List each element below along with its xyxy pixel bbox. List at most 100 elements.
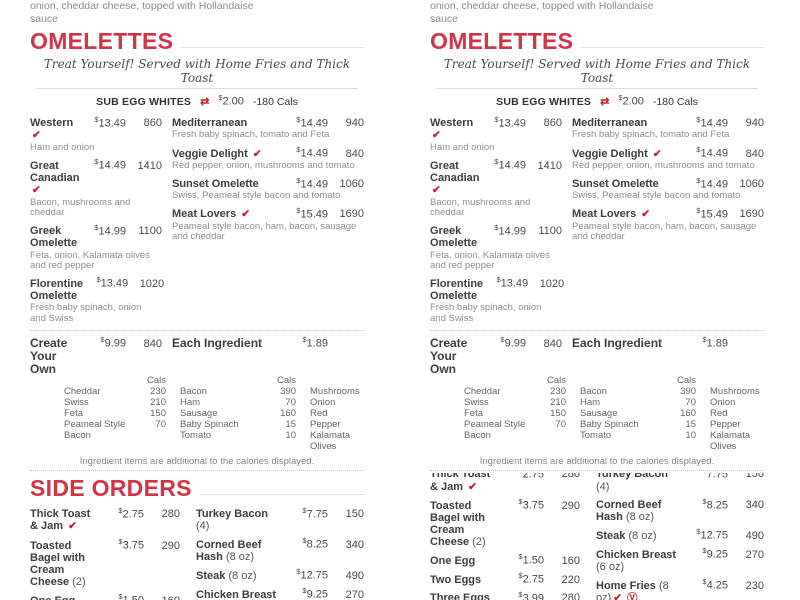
section-heading-omelettes: OMELETTES [30,30,364,53]
item-description: Ham and onion [430,141,495,153]
omelettes-items: Western ✔ $13.49 860 Ham and onion Great… [30,115,364,328]
item-name: Great Canadian ✔ [30,160,80,197]
menu-item: Turkey Bacon (4) $7.75 150 [596,473,764,493]
ingredient-calories: 390 [680,386,696,398]
dollar-sign: $ [94,114,99,124]
item-qty: (2) [472,536,486,549]
dollar-sign: $ [302,586,307,596]
dollar-sign: $ [518,570,523,580]
ingredient-name: Peameal Style Bacon [464,419,526,441]
dollar-sign: $ [696,205,701,215]
ingredient-name: Tomato [580,429,612,441]
item-name: One Egg [430,554,476,567]
menu-page: onion, cheddar cheese, topped with Holla… [430,0,764,600]
menu-item: Veggie Delight ✔ $14.49 840 Red pepper, … [172,145,364,172]
ingredient-name: Ham [580,397,601,409]
menu-item: Sunset Omelette $14.49 1060 Swiss, Peame… [172,176,364,202]
ingredient-row: Ham 70 [180,397,296,409]
item-calories: 1020 [539,278,565,291]
ingredient-calories: 210 [550,397,566,409]
ingredient-column: Cals Cheddar 230 Swiss 210 Feta 150 Peam… [64,375,166,452]
item-name: Three Eggs [430,592,490,600]
item-name: One Egg [30,595,102,600]
sub-egg-whites-label: SUB EGG WHITES [496,95,592,108]
item-calories: 1060 [739,178,764,191]
item-name: Steak (8 oz) [196,569,257,582]
check-veg-icons: ✔ [432,184,442,197]
ingredient-name: Bacon [180,386,207,398]
ingredient-row: Baby Spinach 15 [580,419,696,431]
item-price: $14.49 [696,114,728,130]
item-price: $2.75 [502,473,544,481]
item-price: $13.49 [96,275,129,291]
ingredient-name: Feta [464,408,484,420]
check-veg-icons: ✔ [32,184,42,197]
sub-egg-whites-note: SUB EGG WHITES ⇄ $2.00 -180 Cals [30,93,364,108]
item-calories: 150 [745,472,764,481]
menu-item: Three Eggs $3.99 280 [430,590,580,600]
dollar-sign: $ [518,552,523,562]
ingredient-row: Ham 70 [580,397,696,409]
ingredient-name: Mushrooms [710,386,760,398]
item-name: Chicken Breast (6 oz) [596,548,677,573]
ingredient-row: Kalamata Olives 130 [710,430,764,453]
calorie-note: -180 Cals [252,95,298,108]
ingredient-calories: 150 [150,408,166,420]
ingredient-row: Red Pepper 20 [710,408,764,431]
ingredient-table: Cals Cheddar 230 Swiss 210 Feta 150 Peam… [30,375,364,452]
ingredient-calories: 20 [760,409,764,431]
item-price: $13.49 [94,114,126,130]
cals-header: Cals [276,375,296,387]
side-orders-items: Thick Toast & Jam ✔ $2.75 280 Toasted Ba… [30,506,364,600]
ingredient-row: Sausage 160 [580,408,696,420]
menu-item: Western ✔ $13.49 860 Ham and onion [30,115,162,154]
check-veg-icons: ✔ [32,129,42,142]
item-calories: 1100 [138,225,162,238]
item-qty: (8 oz) [628,530,657,543]
menu-item: Thick Toast & Jam ✔ $2.75 280 [30,506,180,533]
item-price: $14.49 [296,175,328,191]
ingredient-name: Bacon [580,386,607,398]
clipped-item-description: onion, cheddar cheese, topped with Holla… [430,0,654,25]
dollar-sign: $ [302,536,307,546]
ingredient-calories: 70 [155,419,166,431]
check-veg-icons: ✔ [241,208,252,221]
create-your-own-section: Create Your Own $9.99 840 Each Ingredien… [430,330,764,471]
dollar-sign: $ [94,222,99,232]
cals-header: Cals [546,375,566,387]
item-description: Fresh baby spinach, tomato and Feta [172,129,330,141]
dollar-sign: $ [702,473,706,475]
item-name: Home Fries (8 oz) ✔ Ⓥ [596,580,686,600]
ingredient-calories: 160 [680,408,696,420]
ingredient-row: Tomato 10 [180,430,296,442]
dollar-sign: $ [518,589,523,599]
item-price: $12.75 [296,567,328,582]
item-name: Meat Lovers ✔ [572,208,652,221]
dollar-sign: $ [702,546,707,556]
ingredient-column: Cals Bacon 390 Ham 70 Sausage 160 Baby S… [180,375,296,452]
dollar-sign: $ [494,114,499,124]
dollar-sign: $ [696,144,701,154]
item-qty: (4) [596,480,610,493]
menu-item: Steak (8 oz) $12.75 490 [596,527,764,542]
item-price: $7.75 [302,505,328,521]
item-price: $14.49 [696,144,728,160]
item-calories: 280 [161,508,180,521]
ingredient-row: Onion 20 [310,397,364,409]
ingredient-calories: 20 [360,409,364,431]
item-description: Ham and onion [30,141,95,153]
menu-page: onion, cheddar cheese, topped with Holla… [30,0,364,600]
item-calories: 1690 [339,208,364,221]
item-name: Veggie Delight ✔ [172,147,263,160]
ingredient-column: Cals Bacon 390 Ham 70 Sausage 160 Baby S… [580,375,696,452]
item-price: $2.75 [518,570,544,586]
item-price: $13.49 [494,114,526,130]
ingredient-calories: 15 [285,419,296,431]
item-name: Thick Toast & Jam ✔ [430,472,491,493]
item-description: Swiss, Peameal style bacon and tomato [172,190,341,202]
omelettes-tagline: Treat Yourself! Served with Home Fries a… [36,56,358,90]
item-calories: 340 [345,539,364,552]
item-qty: (2) [72,575,86,588]
item-calories: 270 [345,588,364,600]
ingredient-row: Cheddar 230 [64,386,166,398]
